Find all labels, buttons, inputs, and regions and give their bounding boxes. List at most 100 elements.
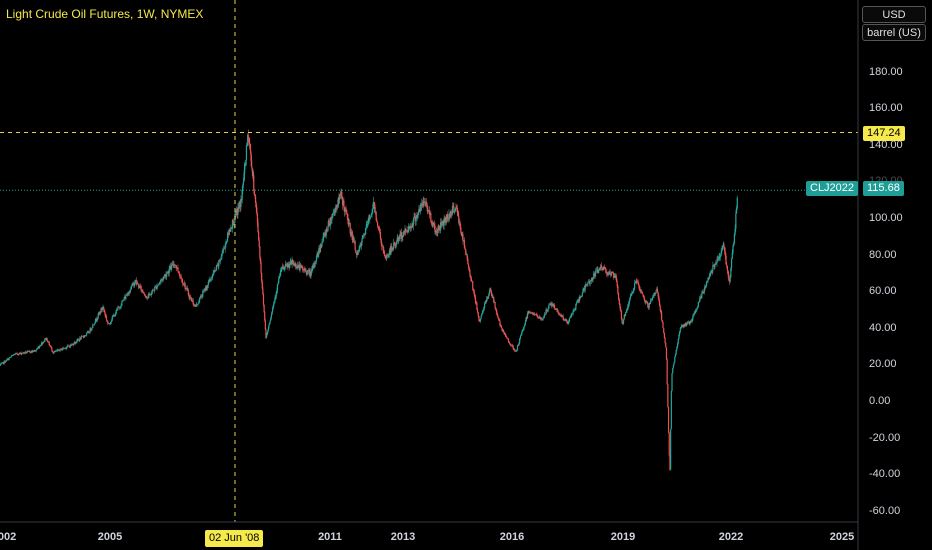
currency-selector[interactable]: USD — [862, 6, 926, 23]
candle-body — [173, 264, 175, 266]
candle-body — [320, 246, 322, 249]
candle-body — [183, 283, 185, 285]
candle-body — [396, 237, 398, 242]
candle-body — [186, 288, 188, 289]
candle-body — [732, 245, 734, 254]
candle-body — [5, 359, 7, 362]
candle-body — [374, 211, 377, 213]
candle-body — [343, 200, 345, 208]
candle-body — [239, 201, 241, 206]
candle-body — [118, 307, 121, 308]
candle-body — [330, 217, 332, 220]
candle-body — [45, 338, 47, 340]
candle-body — [104, 312, 106, 316]
candle-body — [550, 303, 552, 304]
candle-body — [652, 297, 654, 300]
candle-body — [29, 351, 31, 353]
candle-body — [647, 302, 649, 307]
candle-body — [694, 310, 697, 314]
candle-body — [111, 316, 113, 321]
candle-body — [577, 299, 579, 303]
candle-body — [81, 336, 84, 337]
candle-body — [389, 249, 391, 255]
candle-body — [442, 220, 444, 225]
candle-body — [278, 278, 280, 284]
candle-body — [253, 190, 255, 195]
candle-body — [26, 351, 28, 353]
candle-body — [313, 262, 315, 268]
candle-body — [502, 330, 505, 333]
candle-body — [679, 331, 681, 335]
candle-body — [231, 219, 234, 229]
candle-body — [610, 274, 612, 276]
candle-body — [36, 349, 38, 351]
candle-body — [310, 273, 312, 277]
candle-body — [270, 314, 273, 318]
candle-body — [192, 300, 194, 305]
candle-body — [195, 303, 197, 307]
candle-body — [287, 264, 289, 268]
candle-body — [339, 194, 341, 200]
candle-body — [37, 347, 39, 349]
candle-body — [479, 321, 481, 322]
candle-body — [170, 266, 172, 270]
candle-body — [397, 237, 399, 241]
candle-body — [60, 348, 63, 351]
candle-body — [236, 211, 238, 215]
candle-body — [238, 205, 240, 210]
candle-body — [110, 321, 112, 324]
candle-body — [59, 348, 61, 352]
candle-body — [543, 314, 546, 317]
candle-body — [626, 309, 628, 311]
candle-body — [205, 286, 207, 291]
candle-body — [2, 362, 4, 363]
candle-body — [399, 233, 401, 240]
candle-body — [700, 296, 702, 299]
candle-body — [580, 296, 582, 298]
candle-body — [158, 282, 161, 284]
candle-body — [572, 311, 574, 314]
candle-body — [670, 390, 672, 430]
candle-body — [534, 314, 536, 315]
candle-body — [254, 196, 257, 204]
candle-body — [525, 317, 527, 322]
candle-body — [251, 168, 254, 176]
candle-body — [138, 284, 140, 288]
candle-body — [129, 290, 131, 293]
candle-body — [90, 328, 92, 331]
candle-body — [676, 347, 678, 350]
candle-body — [360, 241, 363, 247]
candle-body — [336, 204, 339, 207]
candle-body — [31, 350, 33, 352]
candle-body — [688, 321, 690, 325]
candle-body — [191, 300, 193, 302]
candle-body — [70, 344, 72, 346]
candle-body — [202, 290, 205, 292]
candle-body — [421, 204, 423, 206]
candle-body — [259, 246, 261, 258]
unit-selector[interactable]: barrel (US) — [862, 24, 926, 41]
candle-body — [35, 350, 37, 352]
candle-body — [618, 299, 620, 305]
candle-body — [458, 215, 460, 223]
candle-body — [534, 314, 536, 315]
candle-body — [358, 251, 360, 253]
candle-body — [713, 264, 715, 268]
candle-body — [258, 240, 260, 247]
candle-body — [460, 227, 462, 233]
candle-body — [467, 258, 469, 265]
candle-body — [490, 289, 492, 292]
x-tick-label: 2005 — [97, 531, 123, 543]
candle-body — [514, 349, 516, 351]
crosshair-date-label: 02 Jun '08 — [205, 530, 264, 547]
candle-body — [167, 272, 169, 274]
candle-body — [351, 231, 353, 236]
candle-body — [19, 352, 21, 354]
candle-body — [39, 345, 41, 347]
candle-body — [232, 219, 234, 226]
candle-body — [589, 280, 591, 284]
candle-body — [582, 288, 584, 293]
candle-body — [323, 233, 325, 235]
candle-body — [671, 373, 673, 391]
